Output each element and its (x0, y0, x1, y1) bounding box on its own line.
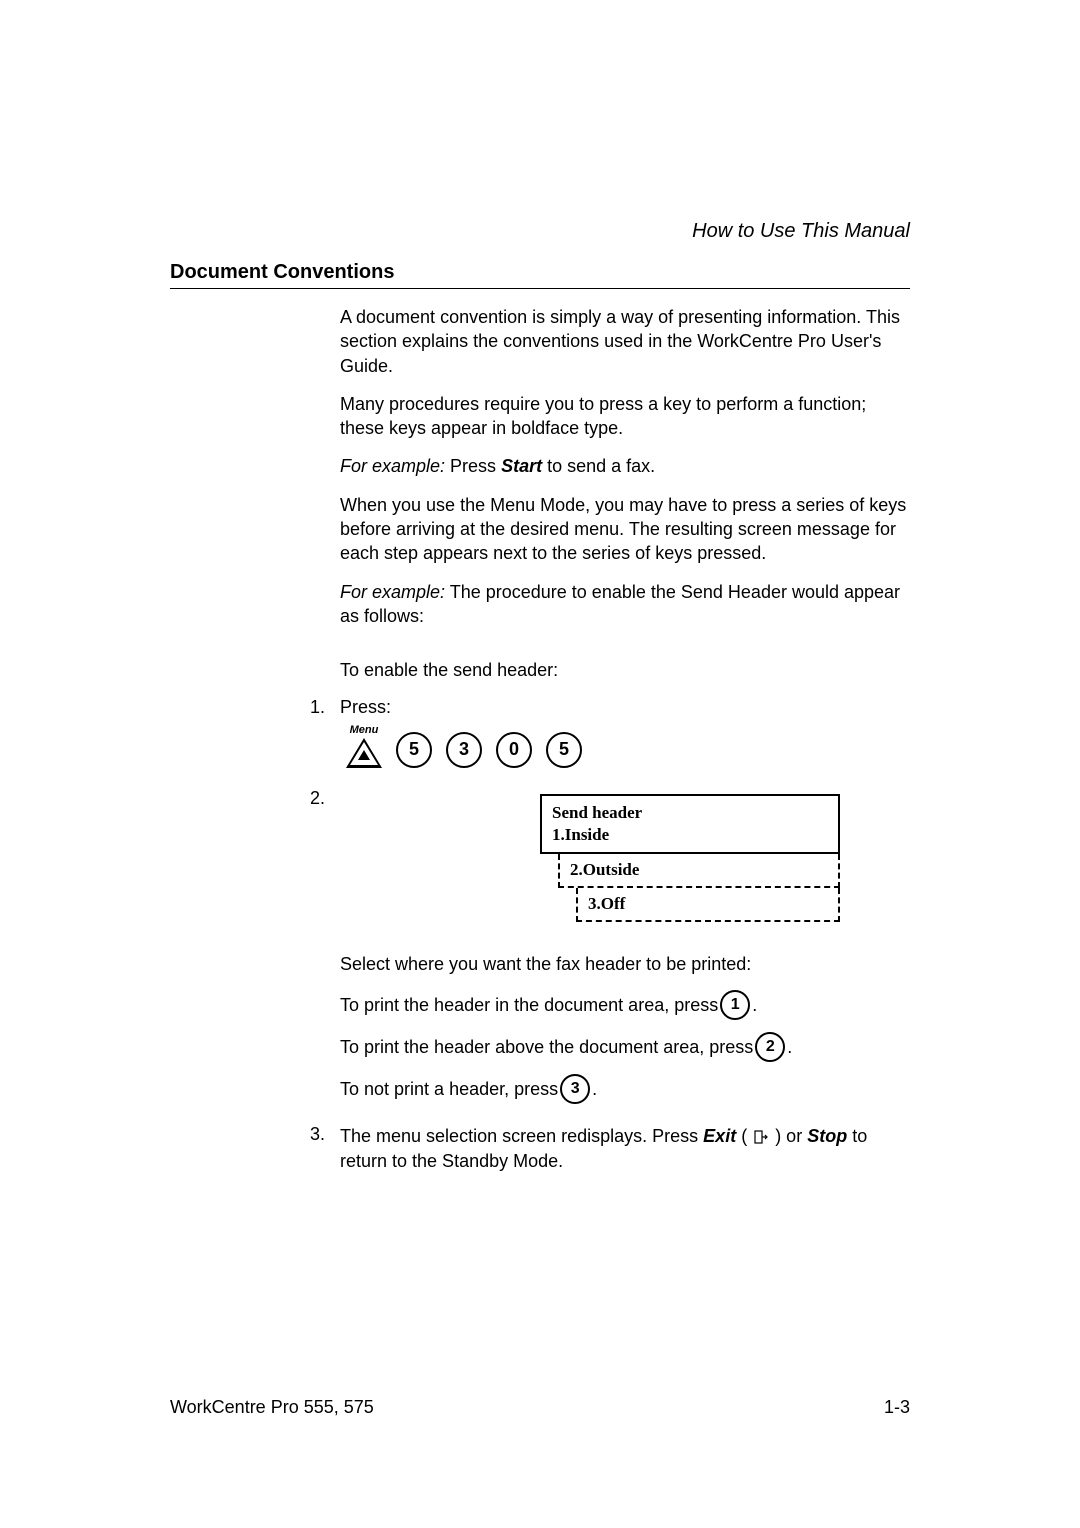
page-header-breadcrumb: How to Use This Manual (170, 220, 910, 243)
key-sequence: Menu 5 3 0 5 (346, 724, 910, 768)
step-1: 1. Press: Menu 5 3 0 5 (310, 697, 910, 768)
key-3: 3 (446, 732, 482, 768)
steps-list: 1. Press: Menu 5 3 0 5 (310, 697, 910, 1175)
step-1-body: Press: Menu 5 3 0 5 (340, 697, 910, 768)
key-5a: 5 (396, 732, 432, 768)
opt-a-text: To print the header in the document area… (340, 993, 718, 1017)
key-0: 0 (496, 732, 532, 768)
paragraph-1: A document convention is simply a way of… (340, 305, 910, 378)
step-1-num: 1. (310, 697, 340, 768)
footer-right: 1-3 (884, 1397, 910, 1418)
screen-opt2: 2.Outside (558, 854, 840, 888)
screen-line2: 1.Inside (552, 824, 828, 846)
paragraph-3: For example: Press Start to send a fax. (340, 454, 910, 478)
opt-c-text: To not print a header, press (340, 1077, 558, 1101)
opt-a-row: To print the header in the document area… (340, 990, 910, 1020)
s3-exit: Exit (703, 1126, 736, 1146)
menu-key-wrap: Menu (346, 724, 382, 768)
screen-line1: Send header (552, 802, 828, 824)
opt-b-dot: . (787, 1035, 792, 1059)
screen-main: Send header 1.Inside (540, 794, 840, 854)
step-2: 2. Send header 1.Inside 2.Outside 3.Off … (310, 788, 910, 1116)
opt-a-dot: . (752, 993, 757, 1017)
key-5b: 5 (546, 732, 582, 768)
p3-prefix: For example: (340, 456, 445, 476)
opt-c-dot: . (592, 1077, 597, 1101)
screen-opt3: 3.Off (576, 888, 840, 922)
step-3-num: 3. (310, 1124, 340, 1174)
step-2-body: Send header 1.Inside 2.Outside 3.Off Sel… (340, 788, 910, 1116)
s3-stop: Stop (807, 1126, 847, 1146)
menu-triangle-icon (346, 738, 382, 768)
paragraph-5: For example: The procedure to enable the… (340, 580, 910, 629)
enable-intro: To enable the send header: (340, 658, 910, 682)
opt-c-row: To not print a header, press 3 . (340, 1074, 910, 1104)
inline-key-2: 2 (755, 1032, 785, 1062)
s3-a: The menu selection screen redisplays. Pr… (340, 1126, 703, 1146)
p5-prefix: For example: (340, 582, 445, 602)
p3-key: Start (501, 456, 542, 476)
step-1-text: Press: (340, 697, 910, 718)
select-intro: Select where you want the fax header to … (340, 952, 910, 976)
step-3: 3. The menu selection screen redisplays.… (310, 1124, 910, 1174)
p3-suffix: to send a fax. (542, 456, 655, 476)
paragraph-4: When you use the Menu Mode, you may have… (340, 493, 910, 566)
p3-mid: Press (445, 456, 501, 476)
opt-b-text: To print the header above the document a… (340, 1035, 753, 1059)
opt-b-row: To print the header above the document a… (340, 1032, 910, 1062)
inline-key-3: 3 (560, 1074, 590, 1104)
screen-display: Send header 1.Inside 2.Outside 3.Off (540, 794, 840, 922)
document-page: How to Use This Manual Document Conventi… (0, 0, 1080, 1528)
step-3-body: The menu selection screen redisplays. Pr… (340, 1124, 910, 1174)
exit-icon (752, 1128, 770, 1146)
body-column: A document convention is simply a way of… (340, 305, 910, 1174)
step-2-num: 2. (310, 788, 340, 1116)
page-footer: WorkCentre Pro 555, 575 1-3 (170, 1397, 910, 1418)
menu-key-label: Menu (350, 724, 379, 736)
footer-left: WorkCentre Pro 555, 575 (170, 1397, 374, 1418)
s3-paren-close: ) or (770, 1126, 807, 1146)
s3-paren-open: ( (736, 1126, 752, 1146)
section-title: Document Conventions (170, 261, 910, 289)
inline-key-1: 1 (720, 990, 750, 1020)
paragraph-2: Many procedures require you to press a k… (340, 392, 910, 441)
